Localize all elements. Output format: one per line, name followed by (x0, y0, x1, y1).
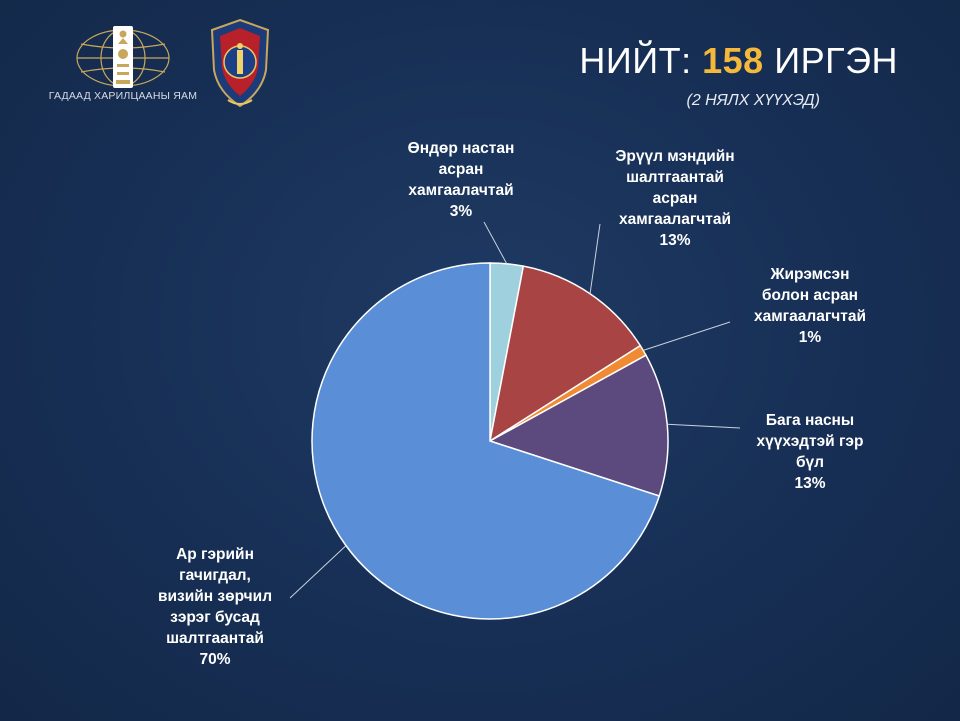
label-line: болон асран (761, 287, 859, 304)
ministry-name: ГАДААД ХАРИЛЦААНЫ ЯАМ (48, 90, 198, 102)
label-line: Эрүүл мэндийн (615, 148, 735, 165)
label-line: зэрэг бусад (170, 609, 260, 626)
label-line: Жирэмсэн (770, 266, 850, 283)
label-elderly-guardian: Өндөр настан асран хамгаалачтай 3% (386, 138, 536, 222)
label-value: 70% (199, 651, 231, 668)
label-line: хамгаалагчтай (618, 211, 732, 228)
label-line: гачигдал, (179, 567, 251, 584)
page-title: НИЙТ: 158 ИРГЭН (579, 40, 898, 82)
page-subtitle: (2 НЯЛХ ХҮҮХЭД) (686, 92, 820, 109)
slice-health-guardian (488, 265, 642, 443)
label-line: асран (652, 190, 698, 207)
label-line: шалтгаантай (166, 630, 264, 647)
label-line: Ар гэрийн (176, 546, 254, 563)
label-line: Бага насны (765, 412, 855, 429)
police-shield-emblem-icon (210, 18, 270, 108)
label-line: хамгаалагчтай (753, 308, 867, 325)
label-pregnant-guardian: Жирэмсэн болон асран хамгаалагчтай 1% (730, 264, 890, 348)
label-line: хүүхэдтэй гэр (756, 433, 864, 450)
leader-line (483, 221, 508, 265)
label-line: асран (438, 161, 484, 178)
slice-other-reasons (311, 262, 661, 620)
label-value: 3% (449, 203, 473, 220)
police-logo (208, 18, 272, 110)
label-line: шалтгаантай (626, 169, 724, 186)
ministry-logo: ГАДААД ХАРИЛЦААНЫ ЯАМ (28, 22, 218, 112)
label-other-reasons: Ар гэрийн гачигдал, визийн зөрчил зэрэг … (140, 544, 290, 670)
label-line: Өндөр настан (407, 140, 515, 157)
title-suffix: ИРГЭН (774, 40, 898, 81)
label-value: 13% (794, 475, 826, 492)
label-line: бүл (795, 454, 825, 471)
leader-line (589, 223, 601, 294)
title-prefix: НИЙТ: (579, 40, 692, 81)
soyombo-globe-emblem-icon (76, 26, 170, 88)
label-line: хамгаалачтай (408, 182, 514, 199)
label-value: 1% (798, 329, 822, 346)
leader-line (667, 423, 741, 429)
label-value: 13% (659, 232, 691, 249)
leader-line (289, 545, 347, 599)
leader-line (643, 321, 731, 351)
total-count: 158 (702, 40, 764, 81)
label-health-guardian: Эрүүл мэндийн шалтгаантай асран хамгаала… (585, 146, 765, 251)
label-family-children: Бага насны хүүхэдтэй гэр бүл 13% (735, 410, 885, 494)
label-line: визийн зөрчил (157, 588, 273, 605)
